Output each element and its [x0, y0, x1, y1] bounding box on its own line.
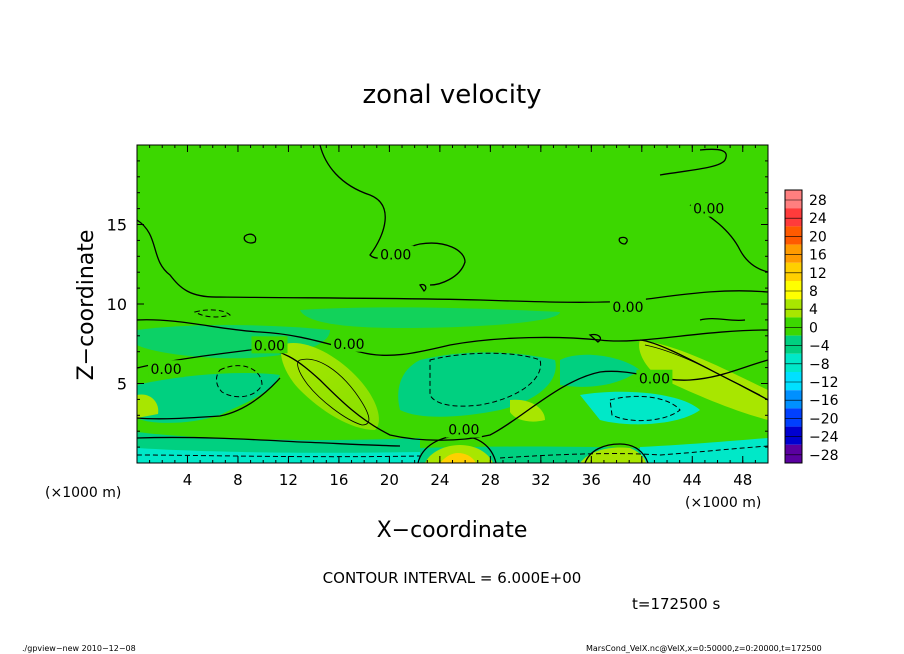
colorbar-label: −16 [809, 393, 839, 409]
contour-label-bg [609, 298, 646, 316]
x-axis-unit: (×1000 m) [45, 485, 121, 501]
colorbar-swatch [785, 408, 802, 427]
colorbar: 28 24 20 16 12 8 4 0 −4 −8 −12 −16 −20 −24 −28 [784, 189, 839, 464]
contour-label: 0.00 [333, 337, 364, 353]
x-tick-label: 8 [233, 471, 243, 489]
colorbar-label: −12 [809, 375, 839, 391]
x-tick-label: 48 [733, 471, 752, 489]
colorbar-swatch [785, 426, 802, 445]
plot-area: 0.00 0.00 0.00 0.00 0.00 0.00 0.00 0.00 [137, 145, 768, 463]
y-tick-label: 15 [107, 216, 127, 235]
contour-interval: CONTOUR INTERVAL = 6.000E+00 [323, 569, 582, 587]
colorbar-label: 8 [809, 284, 818, 300]
x-tick-label: 16 [329, 471, 348, 489]
footer-left: ./gpview−new 2010−12−08 [22, 644, 136, 653]
x-tick-label: 20 [380, 471, 399, 489]
colorbar-swatch [785, 390, 802, 409]
contour-label-bg [331, 334, 368, 352]
y-axis: 5 10 15 [107, 144, 768, 464]
colorbar-swatch [785, 444, 802, 463]
y-axis-label: Z−coordinate [74, 230, 99, 381]
colorbar-label: 28 [809, 193, 827, 209]
contour-label: 0.00 [448, 423, 479, 439]
contour-label-group: 0.00 0.00 0.00 0.00 0.00 0.00 0.00 0.00 [148, 199, 727, 439]
colorbar-swatch [785, 335, 802, 354]
positive-regions [137, 340, 768, 463]
colorbar-swatch [785, 190, 802, 209]
colorbar-swatch [785, 244, 802, 263]
contour-label-bg [690, 199, 727, 217]
contour-label: 0.00 [254, 338, 285, 354]
colorbar-label: 12 [809, 266, 827, 282]
x-tick-label: 44 [683, 471, 702, 489]
colorbar-swatch [785, 317, 802, 336]
footer-right: MarsCond_VelX.nc@VelX,x=0:50000,z=0:2000… [586, 644, 822, 653]
colorbar-swatch [785, 353, 802, 372]
colorbar-swatch [785, 372, 802, 391]
colorbar-label: 24 [809, 211, 827, 227]
contour-label-bg [445, 420, 482, 438]
x-tick-label: 24 [430, 471, 449, 489]
colorbar-label: −24 [809, 430, 839, 446]
x-tick-label: 32 [531, 471, 550, 489]
x-tick-label: 36 [582, 471, 601, 489]
colorbar-label: 16 [809, 248, 827, 264]
colorbar-swatch [785, 262, 802, 281]
x-tick-label: 40 [632, 471, 651, 489]
time-label: t=172500 s [632, 595, 720, 613]
colorbar-swatch [785, 208, 802, 227]
contour-label: 0.00 [150, 362, 181, 378]
colorbar-label: −20 [809, 411, 839, 427]
negative-contours [137, 309, 768, 459]
x-axis-unit-right: (×1000 m) [685, 495, 761, 511]
chart-title: zonal velocity [362, 80, 541, 110]
contour-label: 0.00 [639, 372, 670, 388]
colorbar-label: −4 [809, 339, 830, 355]
contour-label: 0.00 [380, 248, 411, 264]
y-tick-label: 5 [117, 375, 127, 394]
contour-label: 0.00 [612, 300, 643, 316]
positive-contours [297, 344, 761, 426]
colorbar-swatch [785, 299, 802, 318]
contour-label-bg [377, 245, 414, 263]
colorbar-label: −8 [809, 357, 830, 373]
colorbar-label: 4 [809, 302, 818, 318]
colorbar-frame [784, 189, 803, 464]
x-axis-label: X−coordinate [377, 518, 528, 543]
colorbar-swatch [785, 281, 802, 300]
colorbar-label: −28 [809, 448, 839, 464]
x-tick-label: 4 [183, 471, 193, 489]
contour-label: 0.00 [693, 202, 724, 218]
contour-label-bg [636, 369, 673, 387]
colorbar-swatch [785, 226, 802, 245]
x-tick-label: 12 [279, 471, 298, 489]
contour-label-bg [148, 360, 185, 378]
colorbar-label: 20 [809, 229, 827, 245]
x-axis: 4 8 12 16 20 24 28 32 36 40 44 48 [136, 145, 769, 489]
x-tick-label: 28 [481, 471, 500, 489]
y-tick-label: 10 [107, 295, 127, 314]
colorbar-label: 0 [809, 320, 818, 336]
contour-label-bg [251, 336, 288, 354]
